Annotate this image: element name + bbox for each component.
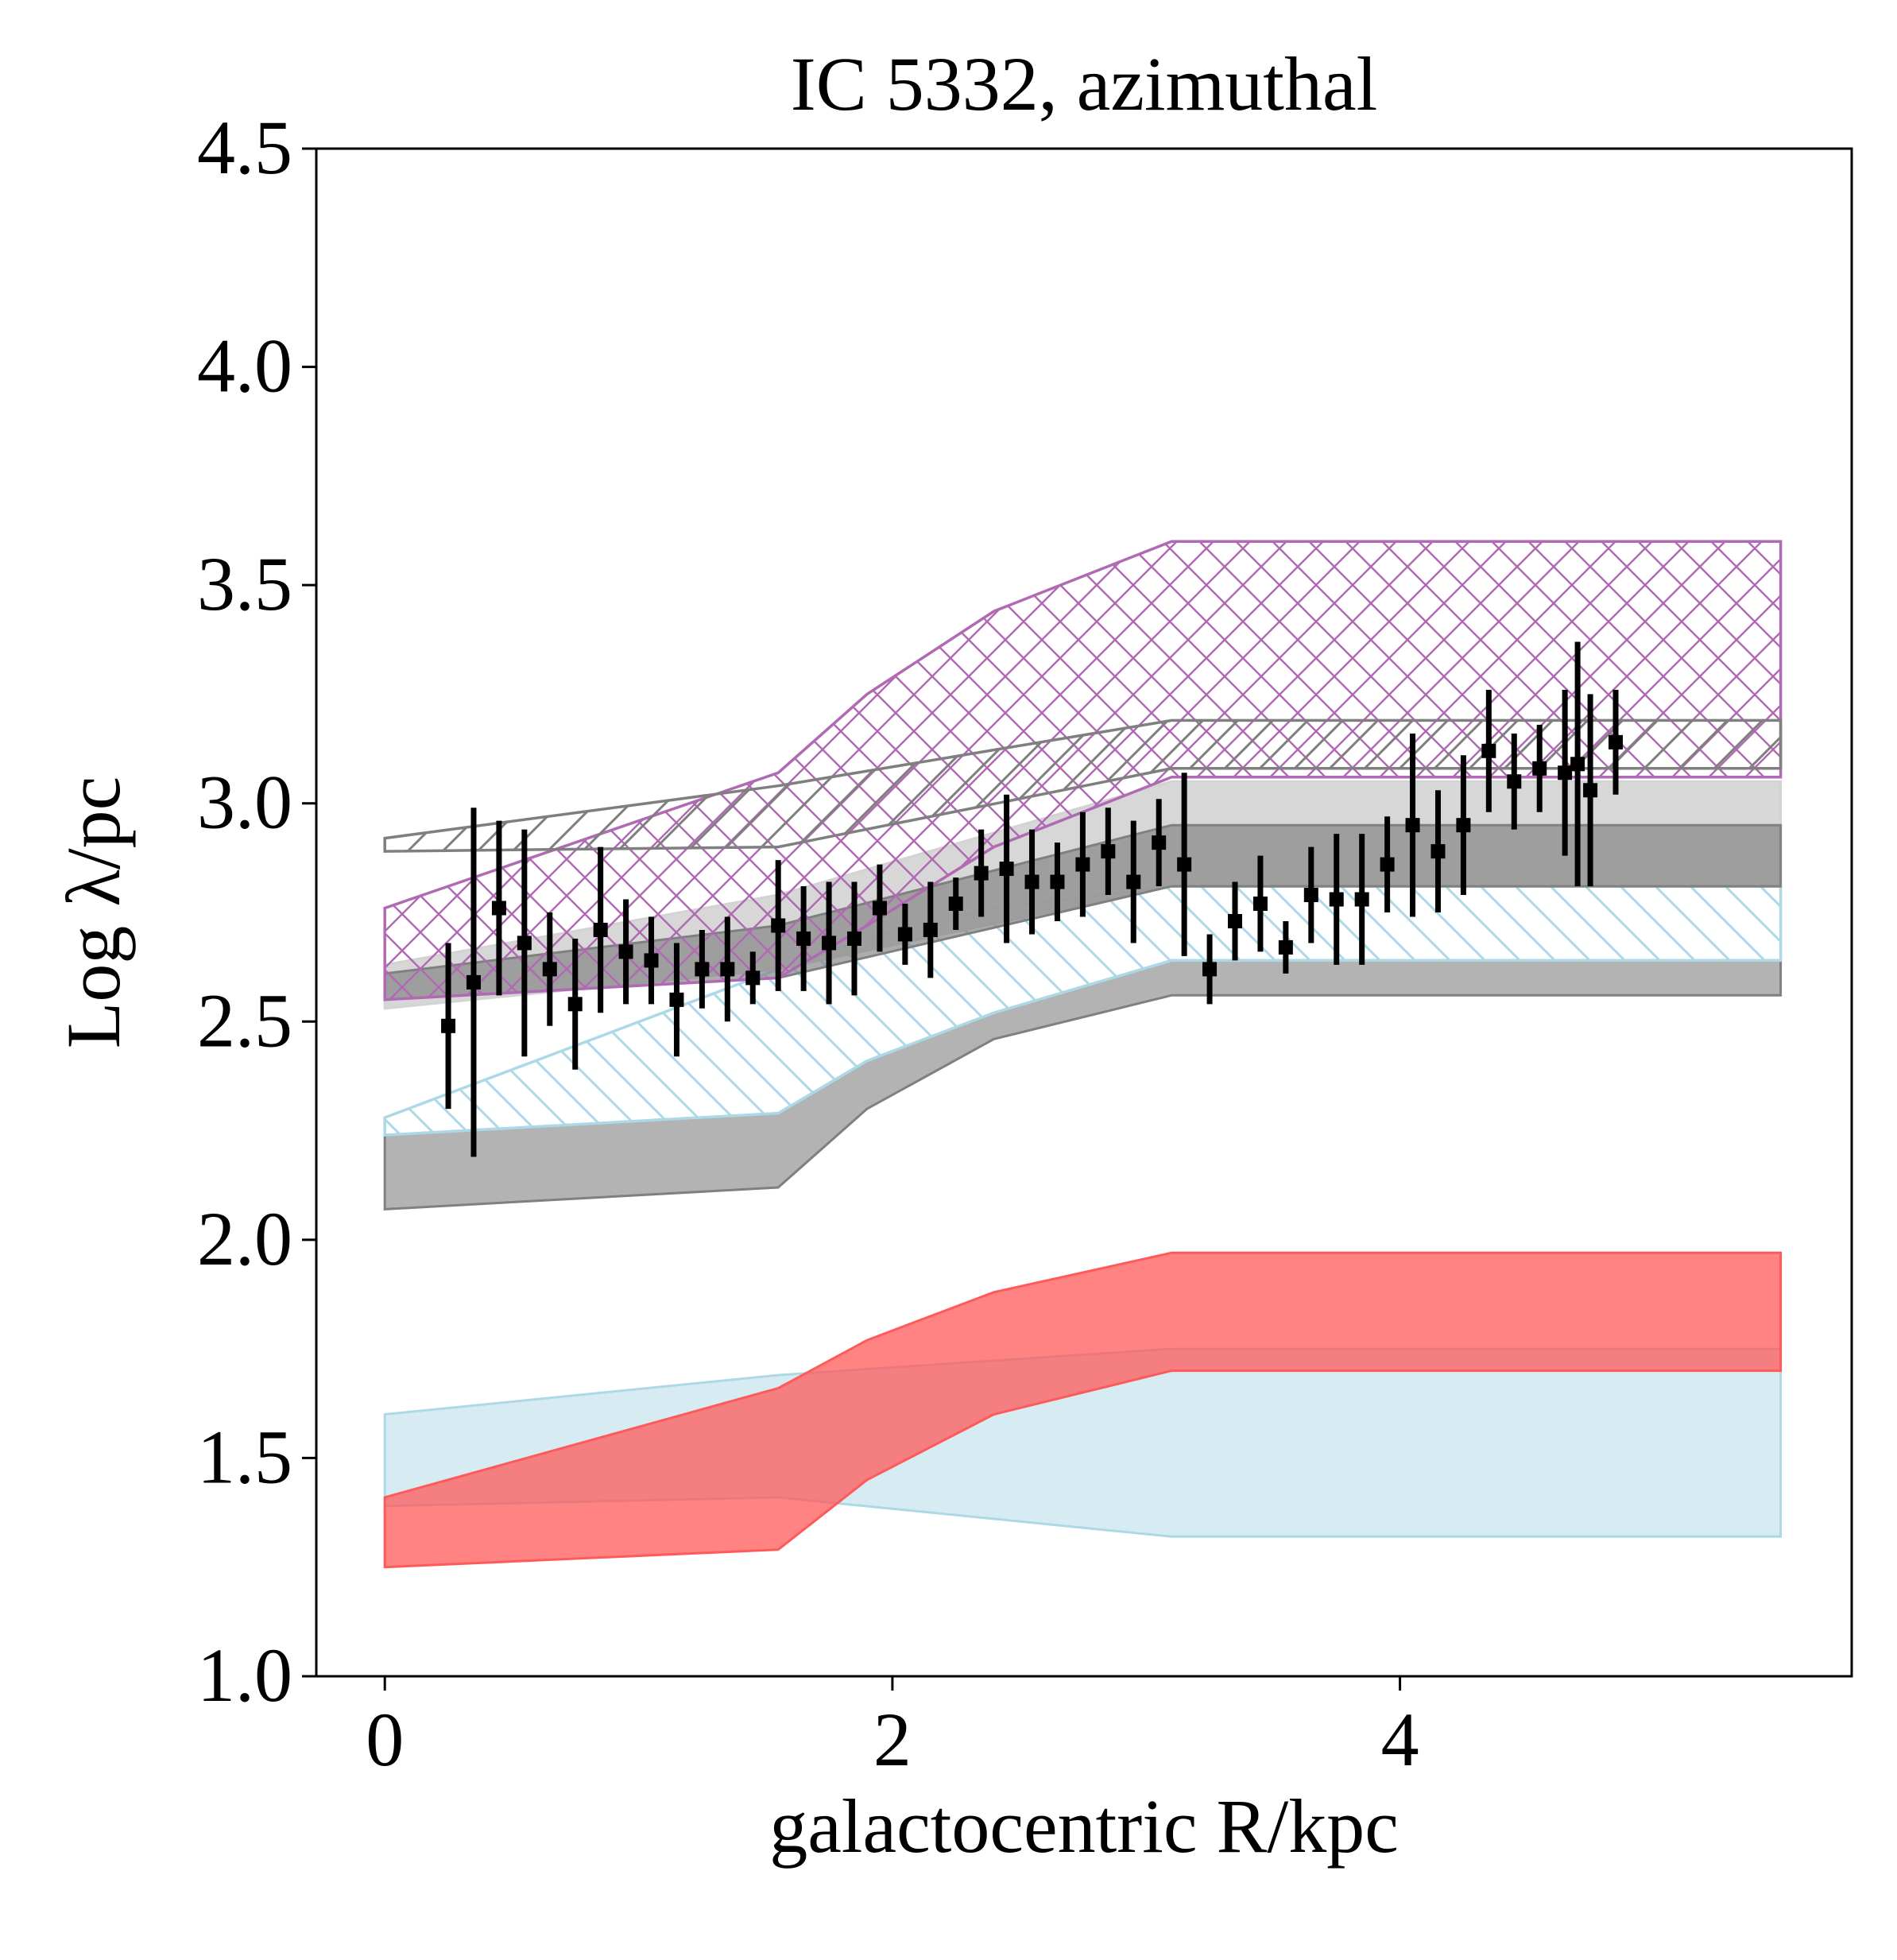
data-point (542, 962, 557, 977)
data-point (948, 897, 963, 912)
points-layer (441, 641, 1624, 1157)
data-point (695, 962, 710, 977)
data-point (466, 974, 481, 990)
data-point (593, 922, 608, 937)
x-axis: 0 2 4 (366, 1676, 1419, 1782)
y-tick-label: 2.5 (197, 978, 292, 1063)
data-point (1278, 939, 1293, 955)
data-point (999, 862, 1014, 877)
data-point (644, 953, 659, 968)
y-tick-label: 2.0 (197, 1196, 292, 1281)
x-tick-label: 2 (873, 1697, 912, 1782)
data-point (1303, 888, 1318, 903)
data-point (1252, 897, 1268, 912)
data-point (1558, 765, 1573, 781)
y-tick-label: 4.5 (197, 105, 292, 190)
data-point (517, 935, 532, 951)
y-axis: 1.0 1.5 2.0 2.5 3.0 3.5 4.0 4.5 (197, 105, 316, 1718)
data-point (1126, 874, 1141, 889)
chart-title: IC 5332, azimuthal (791, 41, 1378, 126)
data-point (897, 927, 912, 942)
data-point (1481, 743, 1496, 758)
data-point (1430, 844, 1446, 859)
data-point (491, 901, 506, 916)
data-point (1380, 857, 1395, 872)
data-point (1507, 774, 1522, 789)
data-point (974, 866, 989, 881)
data-point (1532, 761, 1547, 776)
x-axis-label: galactocentric R/kpc (769, 1784, 1399, 1869)
band-2 (383, 1251, 1783, 1569)
data-point (1609, 734, 1624, 750)
data-point (1177, 857, 1192, 872)
x-tick-label: 4 (1381, 1697, 1419, 1782)
data-point (771, 918, 786, 933)
data-point (872, 901, 887, 916)
data-point (1228, 913, 1243, 928)
data-point (1570, 757, 1585, 772)
x-tick-label: 0 (366, 1697, 404, 1782)
data-point (1202, 962, 1218, 977)
y-axis-label: Log λ/pc (51, 777, 136, 1048)
data-point (618, 944, 633, 959)
data-point (822, 935, 837, 951)
data-point (846, 931, 861, 946)
data-point (1405, 818, 1420, 833)
data-point (1075, 857, 1090, 872)
data-point (1583, 783, 1598, 798)
data-point (720, 962, 735, 977)
data-point (441, 1018, 456, 1033)
data-point (1101, 844, 1116, 859)
data-point (1456, 818, 1471, 833)
y-tick-label: 1.0 (197, 1633, 292, 1718)
data-point (1354, 892, 1369, 907)
bands-layer (383, 540, 1783, 1569)
data-point (745, 970, 761, 986)
plot-frame (315, 147, 1853, 1678)
data-point (1152, 835, 1167, 850)
band-8 (383, 719, 1783, 853)
data-point (923, 922, 938, 937)
y-tick-label: 4.0 (197, 323, 292, 409)
data-point (1024, 874, 1039, 889)
y-tick-label: 3.5 (197, 541, 292, 626)
data-point (796, 931, 811, 946)
data-point (567, 997, 583, 1012)
data-point (669, 992, 684, 1007)
data-point (1329, 892, 1344, 907)
y-tick-label: 1.5 (197, 1414, 292, 1499)
data-point (1050, 874, 1065, 889)
y-tick-label: 3.0 (197, 760, 292, 845)
